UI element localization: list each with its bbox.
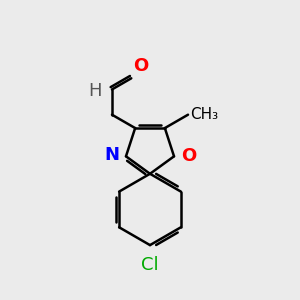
Text: H: H (88, 82, 102, 100)
Text: O: O (133, 57, 148, 75)
Text: N: N (104, 146, 119, 164)
Text: Cl: Cl (141, 256, 159, 274)
Text: CH₃: CH₃ (190, 107, 218, 122)
Text: O: O (182, 147, 197, 165)
